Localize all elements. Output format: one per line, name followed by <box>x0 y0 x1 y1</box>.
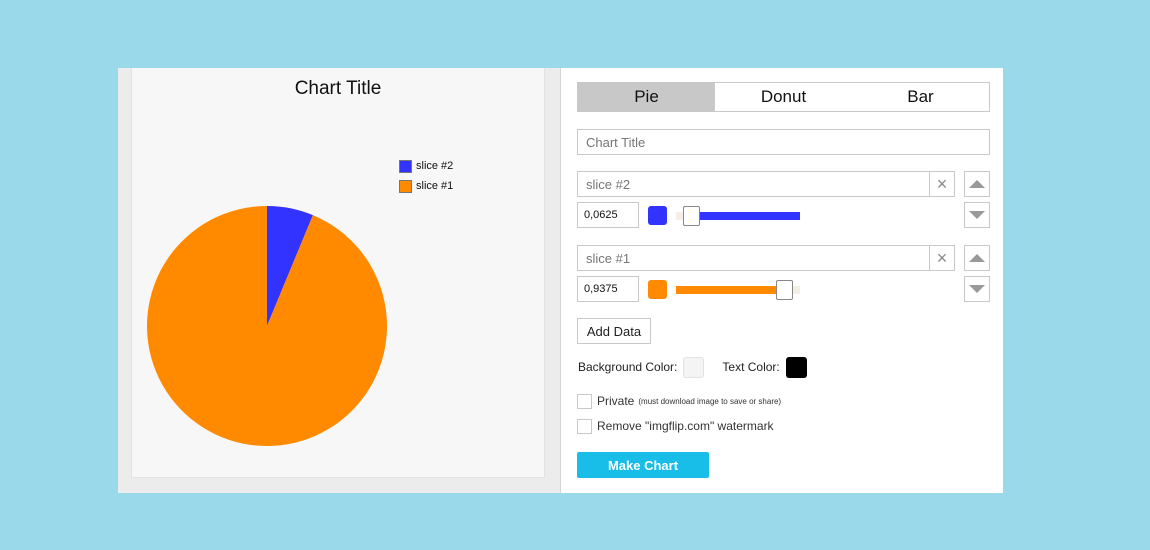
arrow-up-icon <box>969 254 985 262</box>
text-color-picker[interactable] <box>785 356 807 378</box>
legend-item-slice-1: slice #1 <box>399 176 453 196</box>
slider-fill <box>676 286 785 294</box>
slice-color-picker[interactable] <box>648 206 667 225</box>
slice-row-slice-1: × <box>577 245 990 305</box>
chart-title-input[interactable] <box>577 129 990 155</box>
slider-track <box>676 286 800 294</box>
move-up-button[interactable] <box>964 171 990 197</box>
chart-canvas: Chart Title slice #2 slice #1 <box>131 68 545 478</box>
text-color-label: Text Color: <box>722 360 780 374</box>
slice-value-slider[interactable] <box>676 280 800 300</box>
private-checkbox[interactable] <box>577 393 592 409</box>
chart-settings-pane: Pie Donut Bar × × <box>577 82 990 478</box>
slice-value-input[interactable] <box>577 202 639 228</box>
arrow-down-icon <box>969 211 985 219</box>
watermark-checkbox[interactable] <box>577 418 592 434</box>
chart-title: Chart Title <box>294 78 382 99</box>
slider-track <box>676 212 800 220</box>
legend-item-slice-2: slice #2 <box>399 156 453 176</box>
add-data-button[interactable]: Add Data <box>577 318 651 344</box>
move-down-button[interactable] <box>964 202 990 228</box>
chart-legend: slice #2 slice #1 <box>399 156 453 196</box>
background-color-label: Background Color: <box>578 360 678 374</box>
slider-thumb[interactable] <box>682 206 700 226</box>
watermark-option: Remove "imgflip.com" watermark <box>577 418 774 434</box>
pie-slice-slice-1 <box>147 206 387 446</box>
slice-value-slider[interactable] <box>676 206 800 226</box>
background-color-picker[interactable] <box>683 356 705 378</box>
move-down-button[interactable] <box>964 276 990 302</box>
private-note: (must download image to save or share) <box>638 396 782 406</box>
private-label: Private <box>597 394 635 408</box>
legend-label: slice #2 <box>416 160 454 172</box>
slice-color-picker[interactable] <box>648 280 667 299</box>
pie-chart <box>147 206 387 446</box>
slider-thumb[interactable] <box>776 280 794 300</box>
legend-swatch <box>399 179 412 193</box>
private-option: Private (must download image to save or … <box>577 393 781 409</box>
color-settings: Background Color: Text Color: <box>578 356 807 378</box>
slice-name-input[interactable] <box>577 171 930 197</box>
legend-label: slice #1 <box>416 180 454 192</box>
arrow-up-icon <box>969 180 985 188</box>
slice-row-slice-2: × <box>577 171 990 231</box>
pie-slice-slice-2 <box>267 206 313 326</box>
arrow-down-icon <box>969 285 985 293</box>
chart-type-tabs: Pie Donut Bar <box>577 82 990 112</box>
legend-swatch <box>399 159 412 173</box>
tab-donut[interactable]: Donut <box>760 87 807 106</box>
move-up-button[interactable] <box>964 245 990 271</box>
chart-preview-pane: Chart Title slice #2 slice #1 <box>118 68 561 493</box>
tab-pie[interactable]: Pie <box>578 83 715 111</box>
slider-fill <box>691 212 800 220</box>
clear-icon[interactable]: × <box>929 171 955 197</box>
slice-name-input[interactable] <box>577 245 930 271</box>
clear-icon[interactable]: × <box>929 245 955 271</box>
watermark-label: Remove "imgflip.com" watermark <box>597 419 774 433</box>
tab-bar[interactable]: Bar <box>907 87 934 106</box>
make-chart-button[interactable]: Make Chart <box>577 452 709 478</box>
slice-value-input[interactable] <box>577 276 639 302</box>
chart-maker-panel: Chart Title slice #2 slice #1 Pie Donut … <box>118 68 1003 493</box>
